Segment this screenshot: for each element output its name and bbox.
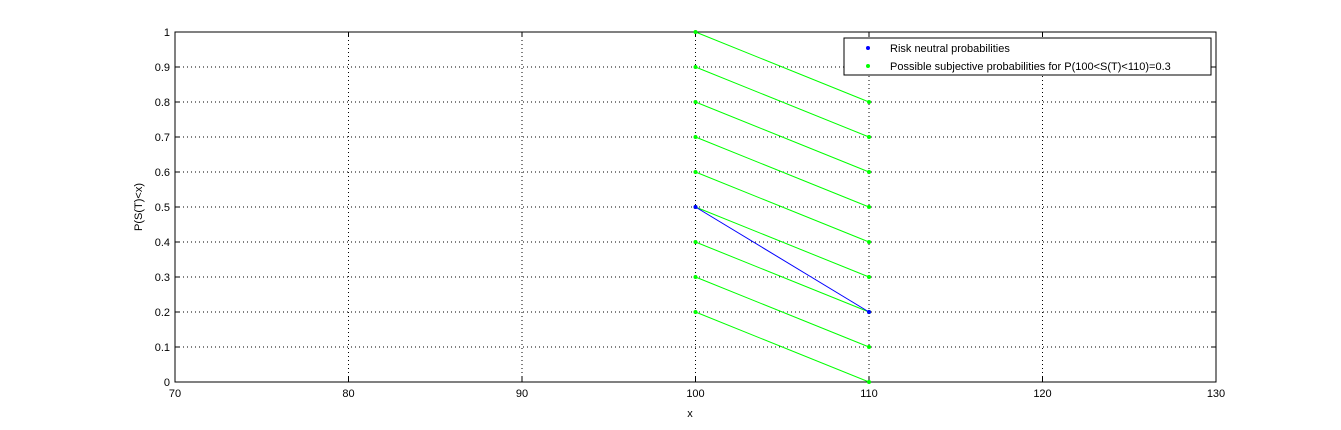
series-line bbox=[695, 311, 870, 383]
data-point bbox=[693, 135, 698, 139]
y-tick-label: 0.1 bbox=[155, 342, 170, 354]
data-point bbox=[693, 275, 698, 279]
y-tick-label: 0.5 bbox=[155, 202, 170, 214]
series-line bbox=[695, 171, 870, 243]
data-point bbox=[867, 275, 871, 279]
y-tick-label: 0.2 bbox=[155, 307, 170, 319]
tick-labels: 70 80 90 100 110 120 130 0 0.1 0.2 0.3 0.4 0.5 0.6 0.7… bbox=[155, 27, 1225, 400]
legend-marker bbox=[866, 46, 870, 50]
series-line bbox=[695, 66, 870, 138]
data-point bbox=[867, 100, 871, 104]
data-point bbox=[867, 380, 871, 384]
series-line bbox=[695, 206, 870, 313]
series-line bbox=[695, 31, 870, 103]
x-tick-label: 120 bbox=[1033, 388, 1051, 400]
y-tick-label: 0.7 bbox=[155, 132, 170, 144]
series-line bbox=[695, 101, 870, 173]
series-line bbox=[695, 136, 870, 208]
x-tick-label: 110 bbox=[860, 388, 878, 400]
series-line bbox=[695, 276, 870, 348]
y-tick-label: 0.9 bbox=[155, 62, 170, 74]
y-tick-label: 1 bbox=[164, 27, 170, 39]
data-point bbox=[867, 205, 871, 209]
y-tick-label: 0 bbox=[164, 377, 170, 389]
x-tick-label: 80 bbox=[342, 388, 354, 400]
y-tick-label: 0.3 bbox=[155, 272, 170, 284]
data-point bbox=[867, 170, 871, 174]
data-point bbox=[693, 240, 698, 244]
legend-marker bbox=[866, 64, 870, 68]
data-point bbox=[693, 100, 698, 104]
series-0 bbox=[693, 205, 871, 314]
y-axis-label: P(S(T)<x) bbox=[133, 183, 145, 231]
data-point bbox=[693, 30, 698, 34]
data-point bbox=[867, 135, 871, 139]
x-tick-label: 100 bbox=[686, 388, 704, 400]
legend-box bbox=[843, 37, 1212, 76]
data-point bbox=[867, 310, 871, 314]
data-point bbox=[693, 205, 698, 209]
x-axis-label: x bbox=[687, 408, 693, 420]
y-tick-label: 0.8 bbox=[155, 97, 170, 109]
y-tick-label: 0.6 bbox=[155, 167, 170, 179]
data-point bbox=[693, 65, 698, 69]
x-tick-label: 130 bbox=[1207, 388, 1225, 400]
data-point bbox=[693, 170, 698, 174]
data-point bbox=[693, 310, 698, 314]
legend-label: Risk neutral probabilities bbox=[890, 43, 1010, 55]
data-point bbox=[867, 240, 871, 244]
legend: Risk neutral probabilities Possible subje… bbox=[843, 37, 1212, 76]
series-1 bbox=[693, 30, 871, 384]
data-point bbox=[867, 345, 871, 349]
x-tick-label: 70 bbox=[169, 388, 181, 400]
series-layer bbox=[693, 30, 871, 384]
x-tick-label: 90 bbox=[516, 388, 528, 400]
series-line bbox=[695, 241, 870, 313]
y-tick-label: 0.4 bbox=[155, 237, 170, 249]
legend-label: Possible subjective probabilities for P(… bbox=[890, 61, 1171, 73]
series-line bbox=[695, 206, 870, 278]
